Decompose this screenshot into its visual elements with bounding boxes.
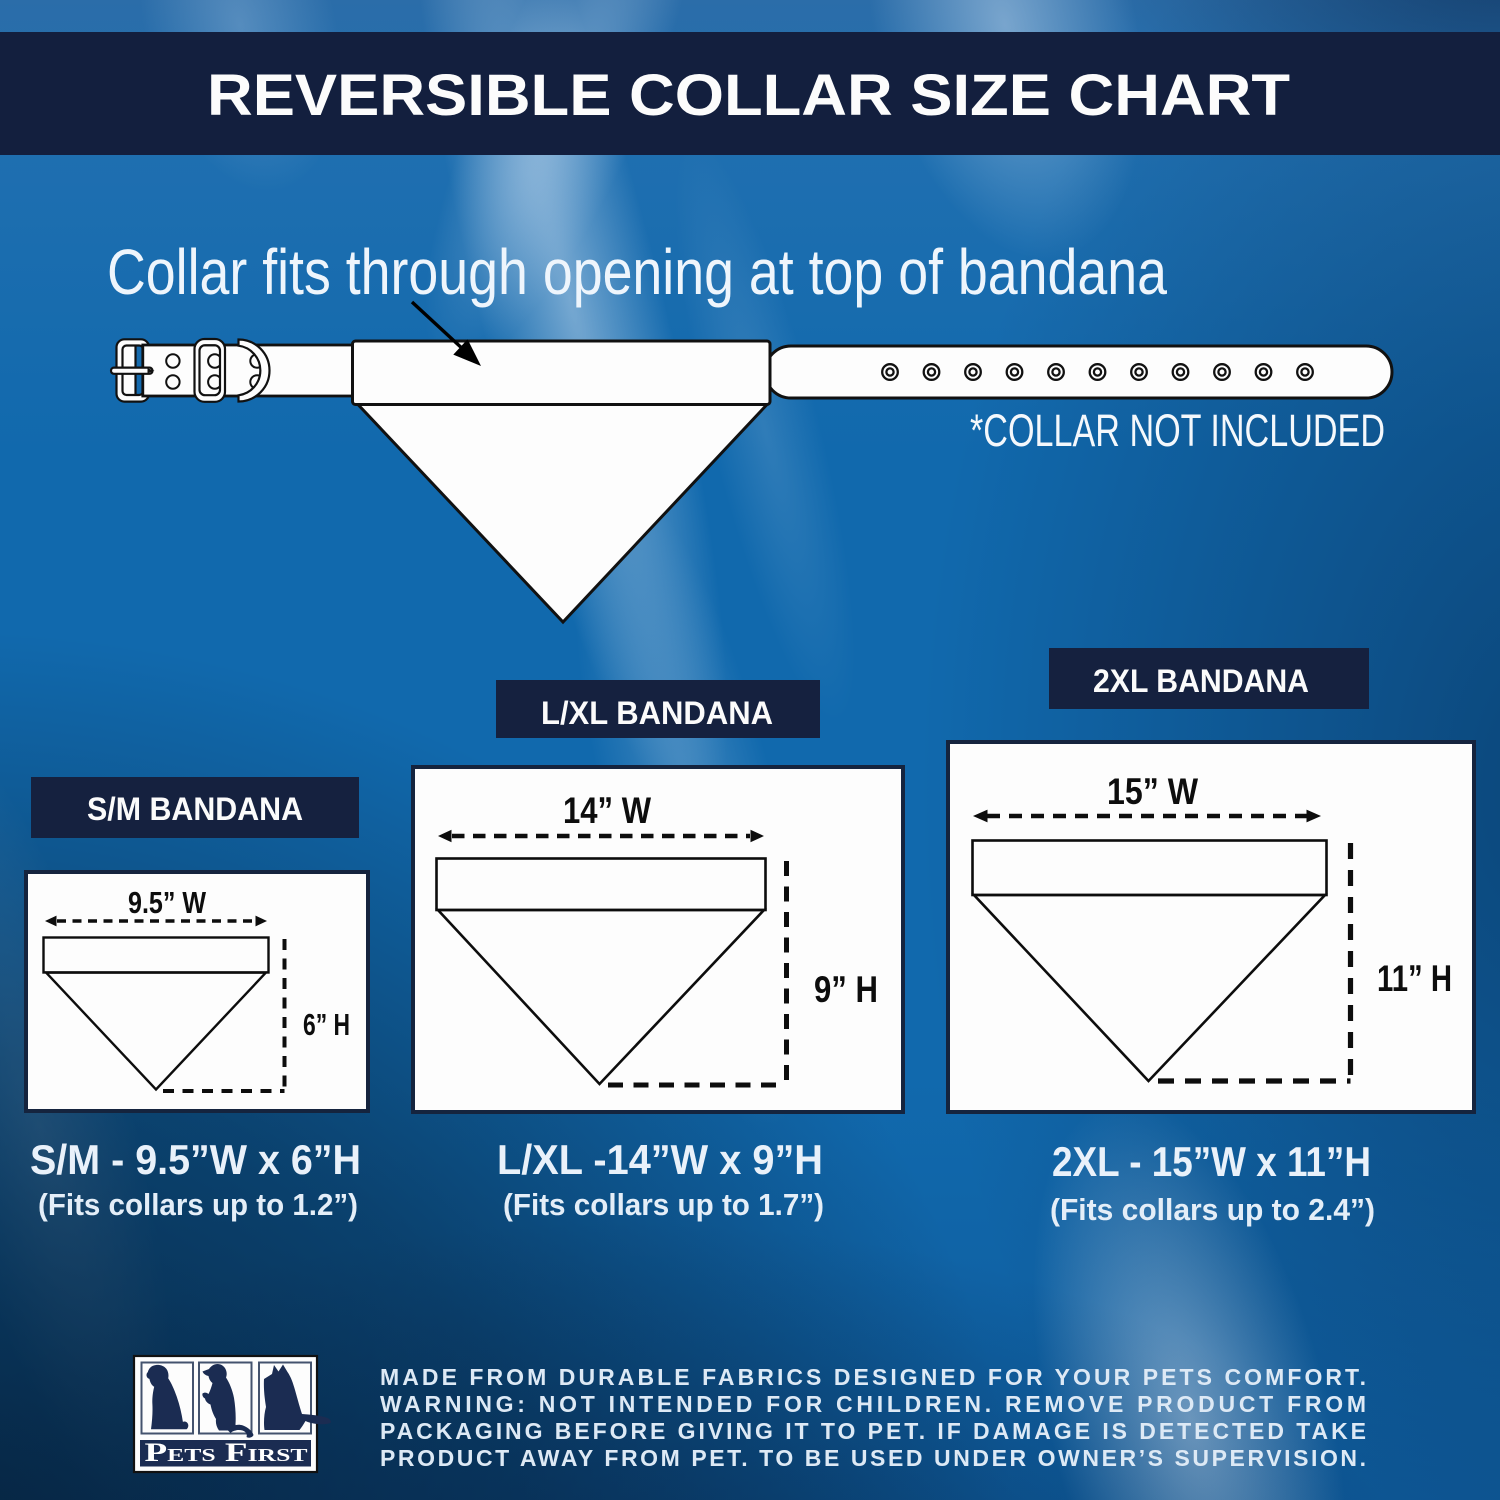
svg-text:S/M - 9.5”W x 6”H: S/M - 9.5”W x 6”H xyxy=(30,1136,361,1183)
svg-text:11” H: 11” H xyxy=(1377,958,1452,999)
svg-text:S/M BANDANA: S/M BANDANA xyxy=(87,791,303,827)
svg-text:6” H: 6” H xyxy=(303,1007,350,1042)
svg-text:PACKAGING BEFORE GIVING IT TO: PACKAGING BEFORE GIVING IT TO PET. IF DA… xyxy=(380,1418,1366,1444)
svg-text:Collar fits through opening at: Collar fits through opening at top of ba… xyxy=(107,236,1167,308)
svg-text:L/XL -14”W x 9”H: L/XL -14”W x 9”H xyxy=(497,1136,823,1183)
svg-text:MADE FROM DURABLE FABRICS DESI: MADE FROM DURABLE FABRICS DESIGNED FOR Y… xyxy=(380,1364,1366,1390)
svg-text:14” W: 14” W xyxy=(563,790,651,831)
svg-text:2XL - 15”W x 11”H: 2XL - 15”W x 11”H xyxy=(1052,1138,1371,1185)
svg-text:REVERSIBLE COLLAR SIZE CHART: REVERSIBLE COLLAR SIZE CHART xyxy=(207,63,1290,128)
svg-text:Pets First: Pets First xyxy=(145,1438,308,1467)
svg-text:(Fits collars up to 2.4”): (Fits collars up to 2.4”) xyxy=(1050,1192,1375,1227)
svg-text:9” H: 9” H xyxy=(814,969,878,1010)
svg-text:*COLLAR NOT INCLUDED: *COLLAR NOT INCLUDED xyxy=(970,405,1385,456)
svg-text:2XL BANDANA: 2XL BANDANA xyxy=(1093,663,1309,699)
svg-text:PRODUCT AWAY FROM PET. TO BE U: PRODUCT AWAY FROM PET. TO BE USED UNDER … xyxy=(380,1445,1366,1471)
svg-text:WARNING: NOT INTENDED FOR: WARNING: NOT INTENDED FOR CHILDREN. REMO… xyxy=(380,1391,1366,1417)
svg-text:15” W: 15” W xyxy=(1107,771,1198,812)
svg-text:L/XL BANDANA: L/XL BANDANA xyxy=(541,695,773,731)
svg-text:(Fits collars up to 1.7”): (Fits collars up to 1.7”) xyxy=(503,1187,824,1222)
svg-text:9.5” W: 9.5” W xyxy=(128,885,207,920)
svg-text:(Fits collars up to 1.2”): (Fits collars up to 1.2”) xyxy=(38,1187,358,1222)
